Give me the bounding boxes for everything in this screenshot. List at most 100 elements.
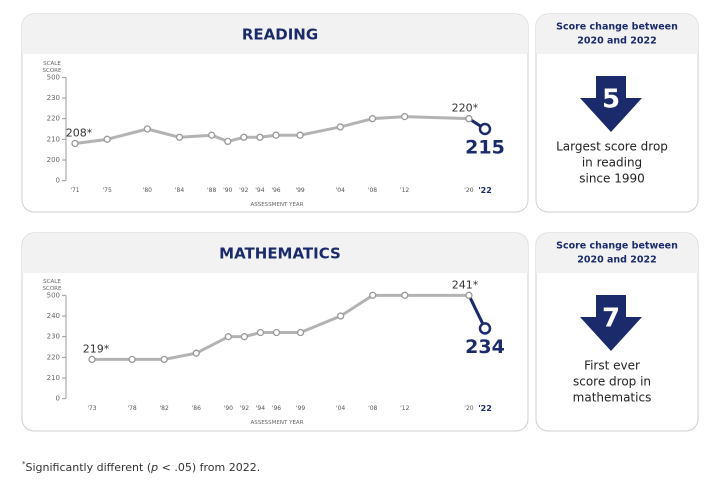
x-tick-label: '94 xyxy=(256,405,265,412)
data-point xyxy=(465,291,473,299)
data-point xyxy=(103,135,111,143)
data-point xyxy=(88,355,96,364)
data-point xyxy=(240,133,248,141)
x-tick-label: '92 xyxy=(240,405,249,412)
data-point xyxy=(192,349,200,357)
x-tick-label: '71 xyxy=(70,187,79,194)
y-tick-label: 500 xyxy=(47,73,60,81)
panel-caption: since 1990 xyxy=(579,172,645,186)
value-label: 220* xyxy=(452,102,479,115)
x-tick-label: '99 xyxy=(295,187,304,194)
panel-header xyxy=(536,14,698,54)
drop-arrow xyxy=(580,295,642,351)
data-point xyxy=(272,131,280,139)
x-tick-label: '73 xyxy=(87,405,96,412)
x-tick-label: '20 xyxy=(464,405,473,412)
data-point xyxy=(256,328,265,337)
x-tick-label: '84 xyxy=(175,187,184,194)
panel-heading: 2020 and 2022 xyxy=(577,36,656,47)
panel-heading: 2020 and 2022 xyxy=(577,255,656,266)
y-tick-label: 500 xyxy=(47,291,60,299)
panel-caption: score drop in xyxy=(573,375,651,389)
card-header xyxy=(22,14,528,54)
value-label: 208* xyxy=(66,126,93,139)
data-point xyxy=(296,328,305,337)
panel-caption: First ever xyxy=(584,359,640,373)
data-point xyxy=(336,312,345,320)
panel-value: 5 xyxy=(602,85,620,115)
chart-title: READING xyxy=(242,26,318,44)
y-tick-label: 230 xyxy=(47,333,60,341)
data-point xyxy=(128,355,136,364)
score-line xyxy=(92,293,487,361)
card-header xyxy=(22,233,528,273)
x-axis-label: ASSESSMENT YEAR xyxy=(250,420,303,426)
data-point xyxy=(400,112,409,121)
drop-arrow xyxy=(580,76,642,132)
panel-heading: Score change between xyxy=(556,241,678,252)
data-point xyxy=(240,333,249,341)
x-tick-label: '88 xyxy=(207,187,216,194)
data-point xyxy=(401,291,409,299)
x-axis-label: ASSESSMENT YEAR xyxy=(250,202,303,208)
x-tick-label: '04 xyxy=(336,187,345,194)
data-point xyxy=(256,133,264,141)
data-point xyxy=(369,291,377,299)
y-axis-label: SCALE xyxy=(43,61,61,67)
x-tick-label: '86 xyxy=(192,405,201,412)
data-point xyxy=(224,137,232,146)
x-tick-label: '04 xyxy=(336,405,345,412)
data-point xyxy=(478,122,492,136)
data-point xyxy=(160,355,168,364)
value-label: 219* xyxy=(83,342,110,355)
value-label: 241* xyxy=(452,278,479,291)
data-point xyxy=(143,125,152,133)
data-point xyxy=(272,328,281,337)
data-point xyxy=(368,115,377,123)
y-tick-label: 230 xyxy=(47,94,60,102)
data-point xyxy=(71,139,79,148)
x-tick-label: '92 xyxy=(239,187,248,194)
x-tick-label: '80 xyxy=(143,187,152,194)
x-tick-label: '99 xyxy=(296,405,305,412)
x-tick-label: '90 xyxy=(223,187,232,194)
panel-header xyxy=(536,233,698,273)
y-axis-label: SCALE xyxy=(43,279,61,285)
x-tick-label: '08 xyxy=(368,405,377,412)
data-point xyxy=(336,123,344,131)
y-tick-label: 200 xyxy=(47,156,60,164)
x-tick-label: '78 xyxy=(127,405,136,412)
data-point xyxy=(224,333,232,341)
footnote: *Significantly different (p < .05) from … xyxy=(22,460,260,474)
value-label: 215 xyxy=(465,137,505,159)
y-tick-label: 210 xyxy=(47,374,60,382)
data-point xyxy=(465,115,473,123)
y-axis-label: SCORE xyxy=(43,286,62,292)
y-axis-label: SCORE xyxy=(43,68,62,74)
chart-title: MATHEMATICS xyxy=(219,245,341,263)
x-tick-label: '96 xyxy=(272,405,281,412)
y-tick-label: 220 xyxy=(47,115,60,123)
x-tick-label: '12 xyxy=(400,405,409,412)
x-tick-label: '82 xyxy=(160,405,169,412)
data-point xyxy=(478,322,492,335)
footnote-italic: p xyxy=(150,461,158,474)
x-tick-label: '90 xyxy=(224,405,233,412)
footnote-text: Significantly different ( xyxy=(26,461,152,474)
data-point xyxy=(296,131,304,139)
data-point xyxy=(175,133,184,141)
panel-caption: mathematics xyxy=(573,391,652,405)
x-tick-label: '08 xyxy=(368,187,377,194)
x-tick-label: '22 xyxy=(478,404,492,413)
panel-value: 7 xyxy=(602,304,620,334)
data-point xyxy=(208,131,216,139)
panel-caption: in reading xyxy=(582,156,642,170)
value-label: 234 xyxy=(465,336,505,358)
x-tick-label: '94 xyxy=(255,187,264,194)
y-tick-label: 220 xyxy=(47,353,60,361)
x-tick-label: '20 xyxy=(464,187,473,194)
panel-heading: Score change between xyxy=(556,22,678,33)
x-tick-label: '96 xyxy=(271,187,280,194)
x-tick-label: '12 xyxy=(400,187,409,194)
